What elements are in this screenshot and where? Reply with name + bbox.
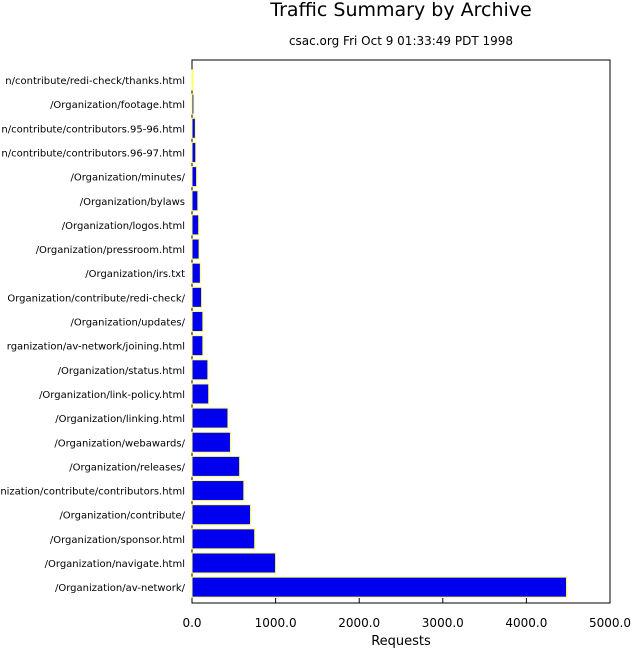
bar <box>191 311 204 332</box>
category-label: /Organization/updates/ <box>71 318 186 329</box>
bar <box>191 528 256 550</box>
bar <box>191 141 197 163</box>
category-label: /Organization/irs.txt <box>85 269 185 280</box>
bar <box>191 383 210 405</box>
category-label: /Organization/contribute/ <box>59 511 185 522</box>
x-axis-label: Requests <box>371 634 431 649</box>
x-ticks-group: 0.0 1000.0 2000.0 3000.0 4000.0 5000.0 <box>182 598 631 630</box>
bar <box>191 262 201 284</box>
category-label: /Organization/link-policy.html <box>39 390 185 401</box>
category-label: Organization/contribute/redi-check/ <box>7 293 185 304</box>
bar <box>191 238 200 260</box>
category-label: /Organization/webawards/ <box>54 438 185 449</box>
plot-frame <box>191 59 611 604</box>
category-label: /Organization/logos.html <box>62 221 185 232</box>
x-tick-label: 2000.0 <box>338 616 380 630</box>
category-labels-group: n/contribute/redi-check/thanks.html/Orga… <box>0 76 185 594</box>
x-tick-label: 3000.0 <box>422 616 464 630</box>
bar <box>191 480 245 502</box>
bar <box>191 166 198 188</box>
category-label: rganization/av-network/joining.html <box>7 342 185 353</box>
bar <box>191 335 204 357</box>
category-label: /Organization/navigate.html <box>45 559 185 570</box>
x-tick-label: 0.0 <box>182 616 201 630</box>
category-label: /Organization/av-network/ <box>55 583 186 594</box>
category-label: nization/contribute/contributors.html <box>0 487 185 498</box>
x-tick-label: 5000.0 <box>589 616 631 630</box>
x-tick-label: 1000.0 <box>255 616 297 630</box>
chart-subtitle: csac.org Fri Oct 9 01:33:49 PDT 1998 <box>289 34 513 48</box>
x-tick-label: 4000.0 <box>505 616 547 630</box>
bar <box>191 504 252 526</box>
bar <box>191 576 568 598</box>
bar <box>191 455 241 477</box>
bar <box>191 359 209 381</box>
bar <box>191 214 200 236</box>
bar <box>191 69 194 91</box>
category-label: /Organization/linking.html <box>55 414 185 425</box>
bars-group <box>191 69 568 598</box>
bar <box>191 407 229 429</box>
bar <box>191 117 196 139</box>
category-label: n/contribute/contributors.95-96.html <box>1 124 185 135</box>
category-label: /Organization/bylaws <box>80 197 185 208</box>
category-label: /Organization/minutes/ <box>70 173 185 184</box>
category-label: /Organization/footage.html <box>50 100 185 111</box>
bar <box>191 431 231 453</box>
bar <box>191 286 203 308</box>
category-label: n/contribute/contributors.96-97.html <box>1 148 185 159</box>
category-label: /Organization/sponsor.html <box>50 535 185 546</box>
bar <box>191 190 199 212</box>
chart-title: Traffic Summary by Archive <box>269 0 531 21</box>
category-label: /Organization/pressroom.html <box>36 245 185 256</box>
category-label: /Organization/status.html <box>58 366 185 377</box>
category-label: /Organization/releases/ <box>69 462 185 473</box>
category-label: n/contribute/redi-check/thanks.html <box>5 76 185 87</box>
bar <box>191 552 277 574</box>
bar <box>191 93 195 115</box>
